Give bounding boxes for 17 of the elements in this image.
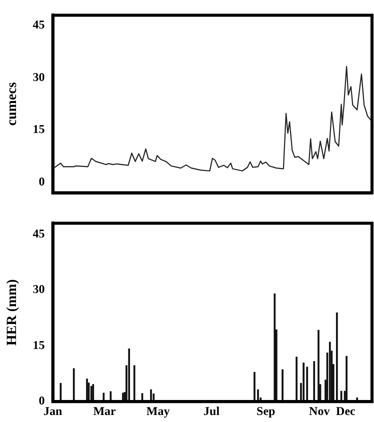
y-tick-label: 30 <box>32 70 45 84</box>
y-tick-label: 45 <box>32 18 45 32</box>
y-axis-title: cumecs <box>5 82 20 126</box>
x-tick-label: Nov <box>309 404 330 418</box>
x-tick-label: Dec <box>336 404 356 418</box>
x-tick-label: Mar <box>93 404 117 418</box>
y-axis-title: HER (mm) <box>5 278 20 346</box>
y-tick-label: 15 <box>32 338 45 352</box>
x-tick-label: May <box>146 404 170 418</box>
x-tick-label: Jan <box>43 404 62 418</box>
y-tick-label: 0 <box>38 394 45 408</box>
y-tick-label: 30 <box>32 282 45 296</box>
y-tick-label: 0 <box>38 174 45 188</box>
y-tick-label: 15 <box>32 122 45 136</box>
y-tick-label: 45 <box>32 226 45 240</box>
x-tick-label: Jul <box>204 404 220 418</box>
x-tick-label: Sep <box>256 404 276 418</box>
